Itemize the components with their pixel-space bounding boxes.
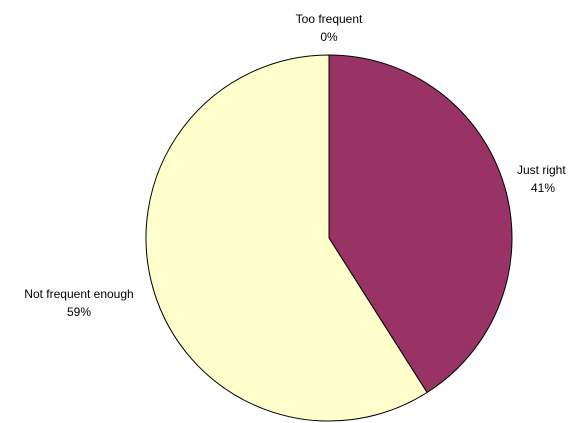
- pie-labels: Too frequent 0% Just right 41% Not frequ…: [24, 12, 566, 319]
- slice-label-just-right: Just right: [517, 163, 566, 177]
- slice-percent-just-right: 41%: [531, 181, 555, 195]
- slice-label-too-frequent: Too frequent: [296, 12, 363, 26]
- slice-percent-too-frequent: 0%: [320, 30, 338, 44]
- slice-label-not-frequent-enough: Not frequent enough: [24, 287, 133, 301]
- pie-slices: [145, 54, 513, 422]
- pie-slice-not-frequent-enough: [145, 54, 428, 422]
- pie-slice-just-right: [328, 54, 513, 394]
- slice-percent-not-frequent-enough: 59%: [67, 305, 91, 319]
